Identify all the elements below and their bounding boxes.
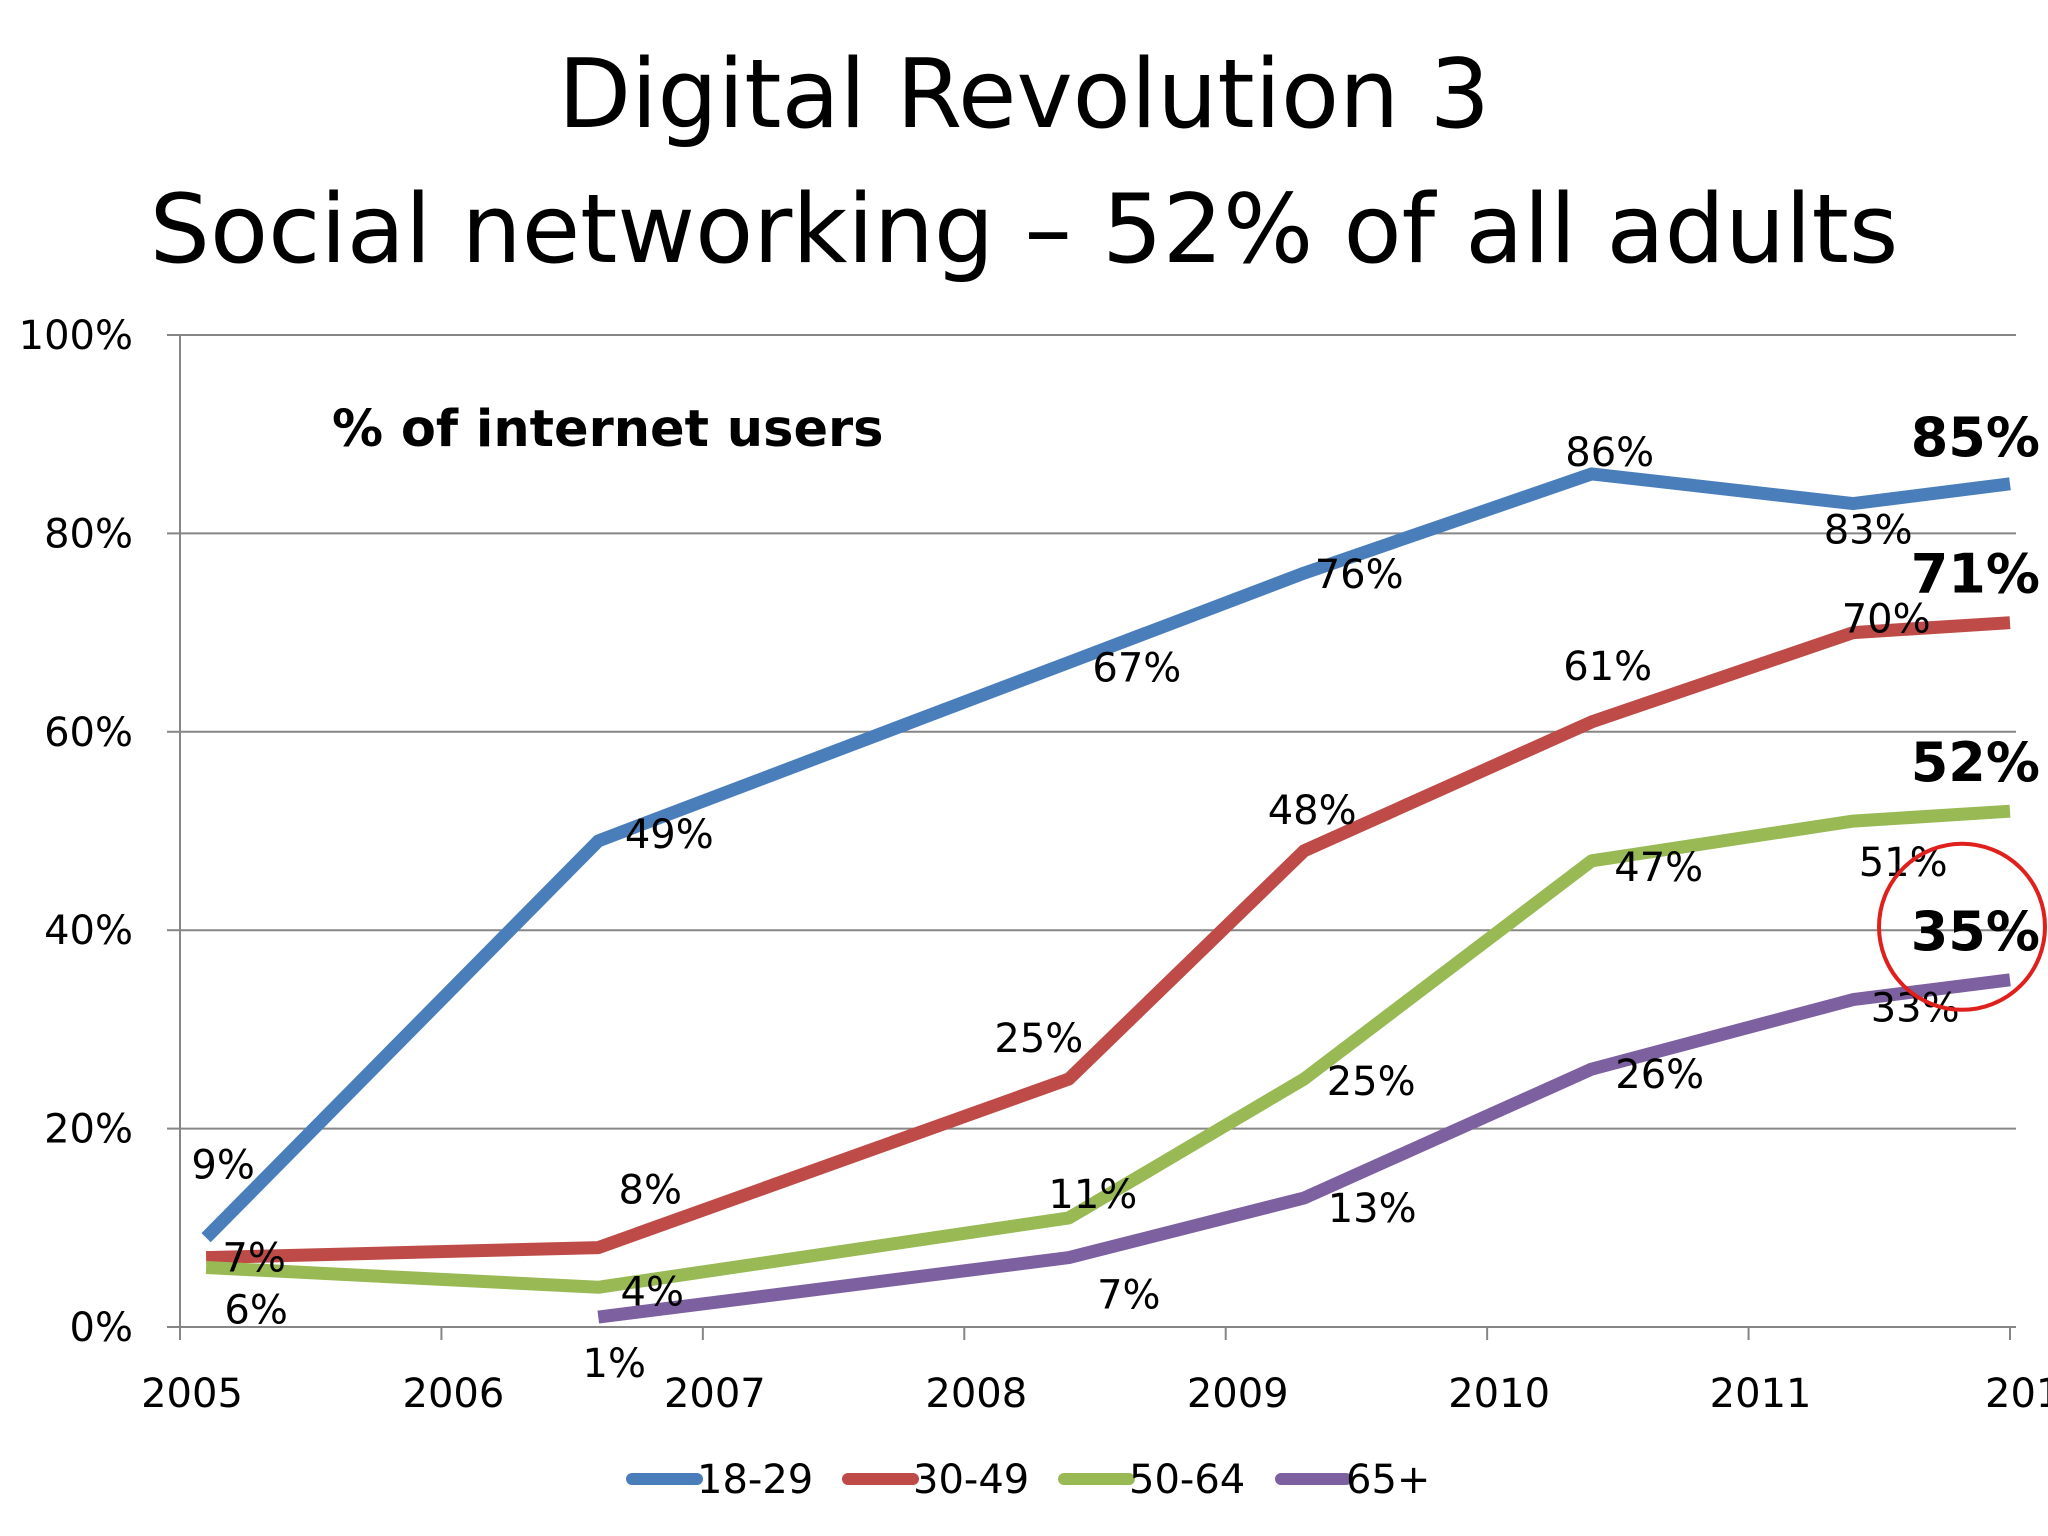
- data-label: 70%: [1842, 597, 1931, 643]
- y-tick-label: 40%: [44, 908, 133, 954]
- data-label: 7%: [1097, 1273, 1160, 1319]
- data-label: 11%: [1048, 1172, 1137, 1218]
- data-label-emphasis: 35%: [1911, 900, 2040, 963]
- x-tick-label: 2012: [1985, 1371, 2048, 1417]
- data-label: 4%: [621, 1269, 684, 1315]
- gridlines: [180, 334, 2016, 1130]
- data-labels: 9% 49% 67% 76% 86% 83% 85% 7% 8% 25% 48% 61% 70%71% 6…: [191, 406, 2047, 1387]
- y-tick-label: 80%: [44, 511, 133, 557]
- slide-title-line1: Digital Revolution 3: [557, 40, 1491, 150]
- data-label-emphasis: 71%: [1911, 543, 2040, 606]
- data-label: 48%: [1268, 788, 1357, 834]
- series-line-50-64: [205, 804, 2011, 1294]
- x-tick-label: 2008: [925, 1371, 1027, 1417]
- slide-title-line2: Social networking – 52% of all adults: [149, 175, 1899, 285]
- data-label: 8%: [619, 1168, 682, 1214]
- data-label: 7%: [222, 1236, 285, 1282]
- data-label: 83%: [1824, 508, 1913, 554]
- data-label: 6%: [224, 1287, 287, 1333]
- y-tick-label: 0%: [70, 1305, 133, 1351]
- x-tick-label: 2007: [664, 1371, 766, 1417]
- series-line-65+: [597, 973, 2011, 1324]
- series-line-30-49: [205, 616, 2011, 1265]
- data-label: 1%: [583, 1341, 646, 1387]
- highlight-circle: [1877, 841, 2047, 1012]
- axes: 0% 20% 40% 60% 80% 100% 2005 2006 2007 2008 2009 20…: [19, 313, 2048, 1417]
- data-label: 25%: [1327, 1059, 1416, 1105]
- data-label: 49%: [625, 812, 714, 858]
- y-tick-label: 60%: [44, 710, 133, 756]
- chart-annotation: % of internet users: [332, 400, 884, 459]
- x-tick-label: 2006: [403, 1371, 505, 1417]
- data-label-emphasis: 52%: [1911, 731, 2040, 794]
- data-label: 76%: [1315, 552, 1404, 598]
- legend-label: 18-29: [697, 1457, 813, 1503]
- x-tick-label: 2009: [1187, 1371, 1289, 1417]
- data-label: 9%: [191, 1143, 254, 1189]
- y-tick-label: 20%: [44, 1107, 133, 1153]
- data-label: 47%: [1614, 845, 1703, 891]
- y-tick-label: 100%: [19, 313, 133, 359]
- data-label: 61%: [1563, 644, 1652, 690]
- legend: 18-29 30-49 50-64 65+: [626, 1457, 1430, 1503]
- x-tick-label: 2011: [1710, 1371, 1812, 1417]
- data-label: 13%: [1328, 1186, 1417, 1232]
- data-label: 86%: [1565, 430, 1654, 476]
- legend-label: 50-64: [1129, 1457, 1245, 1503]
- data-label: 67%: [1092, 645, 1181, 691]
- series-line-18-29: [201, 467, 2011, 1243]
- data-label: 25%: [994, 1016, 1083, 1062]
- legend-label: 30-49: [913, 1457, 1029, 1503]
- x-tick-label: 2010: [1448, 1371, 1550, 1417]
- x-tick-label: 2005: [141, 1371, 243, 1417]
- data-label-emphasis: 85%: [1911, 406, 2040, 469]
- legend-label: 65+: [1346, 1457, 1430, 1503]
- series-lines: [201, 467, 2011, 1324]
- data-label: 26%: [1615, 1052, 1704, 1098]
